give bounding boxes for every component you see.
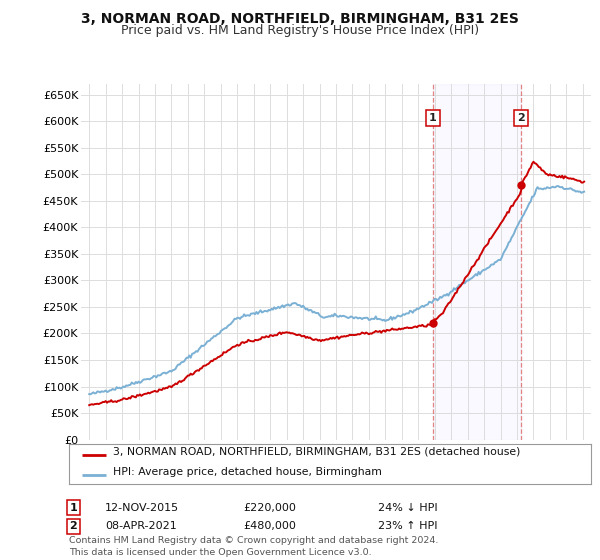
Text: 1: 1	[70, 503, 77, 513]
Text: £220,000: £220,000	[243, 503, 296, 513]
Text: 2: 2	[70, 521, 77, 531]
Bar	[433, 84, 521, 440]
Text: 3, NORMAN ROAD, NORTHFIELD, BIRMINGHAM, B31 2ES (detached house): 3, NORMAN ROAD, NORTHFIELD, BIRMINGHAM, …	[113, 447, 521, 457]
Text: 23% ↑ HPI: 23% ↑ HPI	[378, 521, 437, 531]
Text: £480,000: £480,000	[243, 521, 296, 531]
Text: 12-NOV-2015: 12-NOV-2015	[105, 503, 179, 513]
Text: Price paid vs. HM Land Registry's House Price Index (HPI): Price paid vs. HM Land Registry's House …	[121, 24, 479, 37]
Text: 24% ↓ HPI: 24% ↓ HPI	[378, 503, 437, 513]
Text: 2: 2	[518, 113, 525, 123]
Text: HPI: Average price, detached house, Birmingham: HPI: Average price, detached house, Birm…	[113, 467, 382, 477]
Text: 1: 1	[428, 113, 436, 123]
Text: Contains HM Land Registry data © Crown copyright and database right 2024.
This d: Contains HM Land Registry data © Crown c…	[69, 536, 439, 557]
Text: 3, NORMAN ROAD, NORTHFIELD, BIRMINGHAM, B31 2ES: 3, NORMAN ROAD, NORTHFIELD, BIRMINGHAM, …	[81, 12, 519, 26]
Text: 08-APR-2021: 08-APR-2021	[105, 521, 177, 531]
